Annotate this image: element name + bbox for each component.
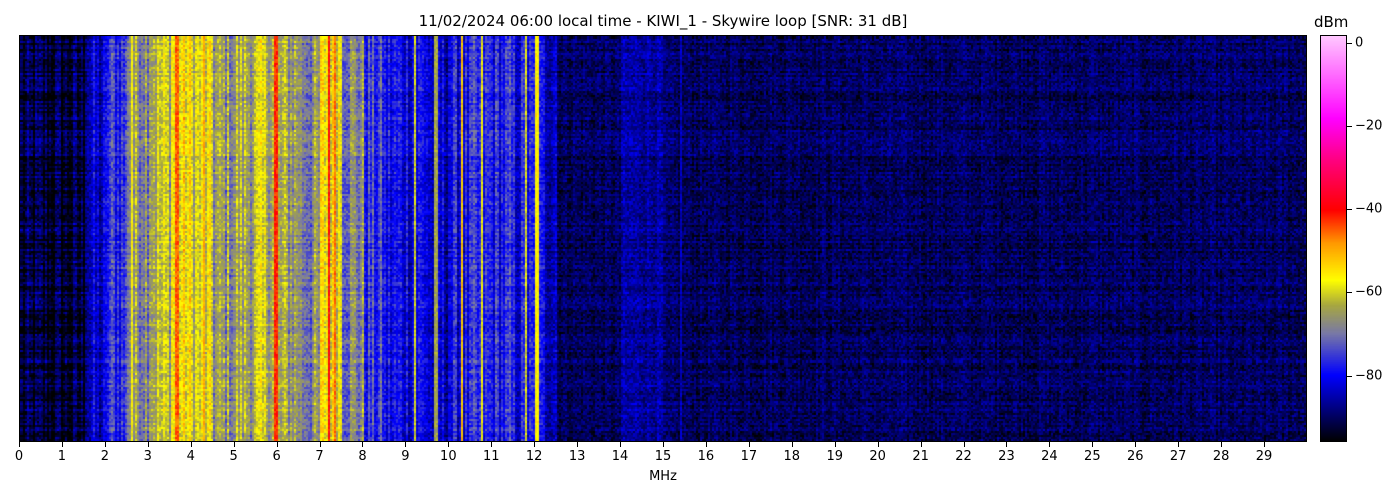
x-tick-label: 15: [654, 449, 672, 464]
colorbar-frame: [1320, 35, 1347, 442]
chart-title: 11/02/2024 06:00 local time - KIWI_1 - S…: [418, 12, 908, 30]
colorbar-tick: [1347, 43, 1352, 45]
x-tick: [577, 442, 579, 447]
x-tick-label: 0: [14, 449, 24, 464]
x-tick: [61, 442, 63, 447]
x-tick-label: 5: [229, 449, 238, 464]
colorbar-tick: [1347, 292, 1352, 294]
x-tick: [1221, 442, 1223, 447]
x-tick-label: 17: [740, 449, 758, 464]
x-tick-label: 22: [955, 449, 972, 464]
x-tick: [147, 442, 149, 447]
x-tick: [620, 442, 622, 447]
x-tick-label: 3: [143, 449, 152, 464]
x-tick: [748, 442, 750, 447]
colorbar-tick-label: −40: [1355, 201, 1383, 217]
x-tick: [963, 442, 965, 447]
x-tick-label: 16: [697, 449, 715, 464]
x-tick-label: 9: [401, 449, 410, 464]
x-tick: [834, 442, 836, 447]
x-tick-label: 26: [1126, 449, 1144, 464]
plot-frame: [19, 35, 1307, 442]
x-tick: [362, 442, 364, 447]
x-tick: [1264, 442, 1266, 447]
x-tick-label: 18: [783, 449, 801, 464]
x-tick-label: 10: [440, 449, 457, 464]
x-tick: [705, 442, 707, 447]
x-tick: [491, 442, 493, 447]
x-tick-label: 8: [358, 449, 367, 464]
colorbar-tick-label: −80: [1355, 368, 1383, 384]
colorbar-tick-label: 0: [1355, 35, 1364, 51]
x-tick: [877, 442, 879, 447]
x-tick: [1135, 442, 1137, 447]
x-tick: [791, 442, 793, 447]
colorbar-gradient: [1321, 36, 1346, 441]
x-tick-label: 25: [1084, 449, 1101, 464]
x-tick-label: 4: [186, 449, 195, 464]
x-tick: [104, 442, 106, 447]
x-tick: [405, 442, 407, 447]
x-tick-label: 23: [998, 449, 1015, 464]
colorbar-tick: [1347, 126, 1352, 128]
x-tick: [534, 442, 536, 447]
x-tick-label: 2: [100, 449, 109, 464]
x-tick: [276, 442, 278, 447]
x-tick-label: 13: [568, 449, 586, 464]
x-tick: [19, 442, 20, 447]
x-tick-label: 19: [826, 449, 843, 464]
x-tick: [663, 442, 664, 447]
x-tick-label: 27: [1169, 449, 1187, 464]
colorbar-tick: [1347, 209, 1352, 211]
x-tick-label: 28: [1212, 449, 1230, 464]
x-tick-label: 12: [525, 449, 543, 464]
colorbar-tick: [1347, 375, 1352, 377]
x-tick: [1178, 442, 1180, 447]
x-tick: [319, 442, 321, 447]
x-tick: [233, 442, 235, 447]
x-tick: [448, 442, 450, 447]
x-tick-label: 29: [1255, 449, 1273, 464]
x-tick: [920, 442, 922, 447]
x-tick-label: 1: [57, 449, 67, 464]
x-tick-label: 14: [611, 449, 629, 464]
x-tick: [1006, 442, 1008, 447]
x-axis-label: MHz: [649, 469, 677, 484]
x-tick-label: 6: [272, 449, 281, 464]
x-tick-label: 24: [1041, 449, 1058, 464]
x-tick-label: 11: [482, 449, 500, 464]
x-tick-label: 21: [912, 449, 929, 464]
x-tick-label: 7: [315, 449, 324, 464]
colorbar-tick-label: −20: [1355, 118, 1383, 134]
x-tick-label: 20: [869, 449, 886, 464]
x-tick: [1049, 442, 1051, 447]
x-tick: [190, 442, 192, 447]
colorbar-tick-label: −60: [1355, 284, 1383, 300]
x-tick: [1092, 442, 1094, 447]
waterfall-heatmap: [20, 36, 1306, 441]
colorbar-label: dBm: [1314, 13, 1349, 31]
